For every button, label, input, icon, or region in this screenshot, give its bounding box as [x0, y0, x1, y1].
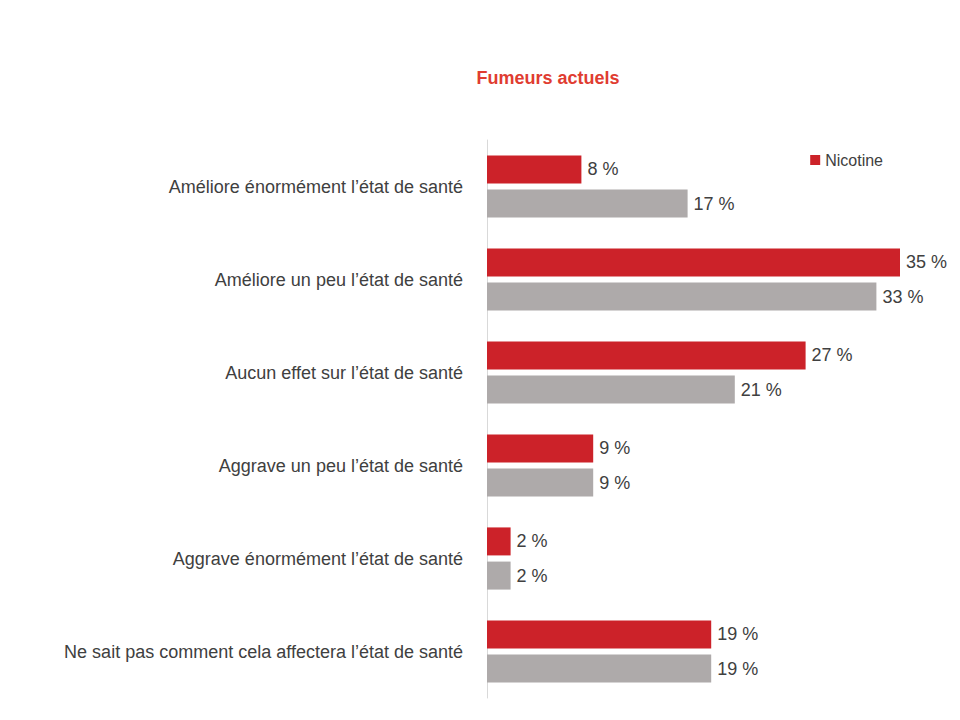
svg-text:21 %: 21 % [741, 380, 782, 400]
svg-text:Améliore un peu l’état de sant: Améliore un peu l’état de santé [215, 270, 463, 290]
svg-text:Aggrave énormément l’état de s: Aggrave énormément l’état de santé [173, 549, 463, 569]
svg-text:33 %: 33 % [882, 287, 923, 307]
svg-text:2 %: 2 % [517, 566, 548, 586]
svg-text:Aggrave un peu l’état de santé: Aggrave un peu l’état de santé [219, 456, 463, 476]
svg-text:Améliore énormément l’état de: Améliore énormément l’état de santé [169, 177, 463, 197]
svg-text:9 %: 9 % [599, 438, 630, 458]
svg-text:9 %: 9 % [599, 473, 630, 493]
svg-text:8 %: 8 % [587, 159, 618, 179]
svg-text:Nicotine: Nicotine [825, 152, 883, 169]
svg-text:Fumeurs actuels: Fumeurs actuels [476, 68, 619, 88]
svg-text:17 %: 17 % [694, 194, 735, 214]
svg-text:2 %: 2 % [517, 531, 548, 551]
svg-text:19 %: 19 % [717, 659, 758, 679]
svg-text:27 %: 27 % [812, 345, 853, 365]
svg-text:19 %: 19 % [717, 624, 758, 644]
svg-text:Aucun effet sur l’état de sant: Aucun effet sur l’état de santé [225, 363, 463, 383]
svg-text:Ne sait pas comment cela affec: Ne sait pas comment cela affectera l’éta… [64, 642, 463, 662]
svg-text:35 %: 35 % [906, 252, 947, 272]
